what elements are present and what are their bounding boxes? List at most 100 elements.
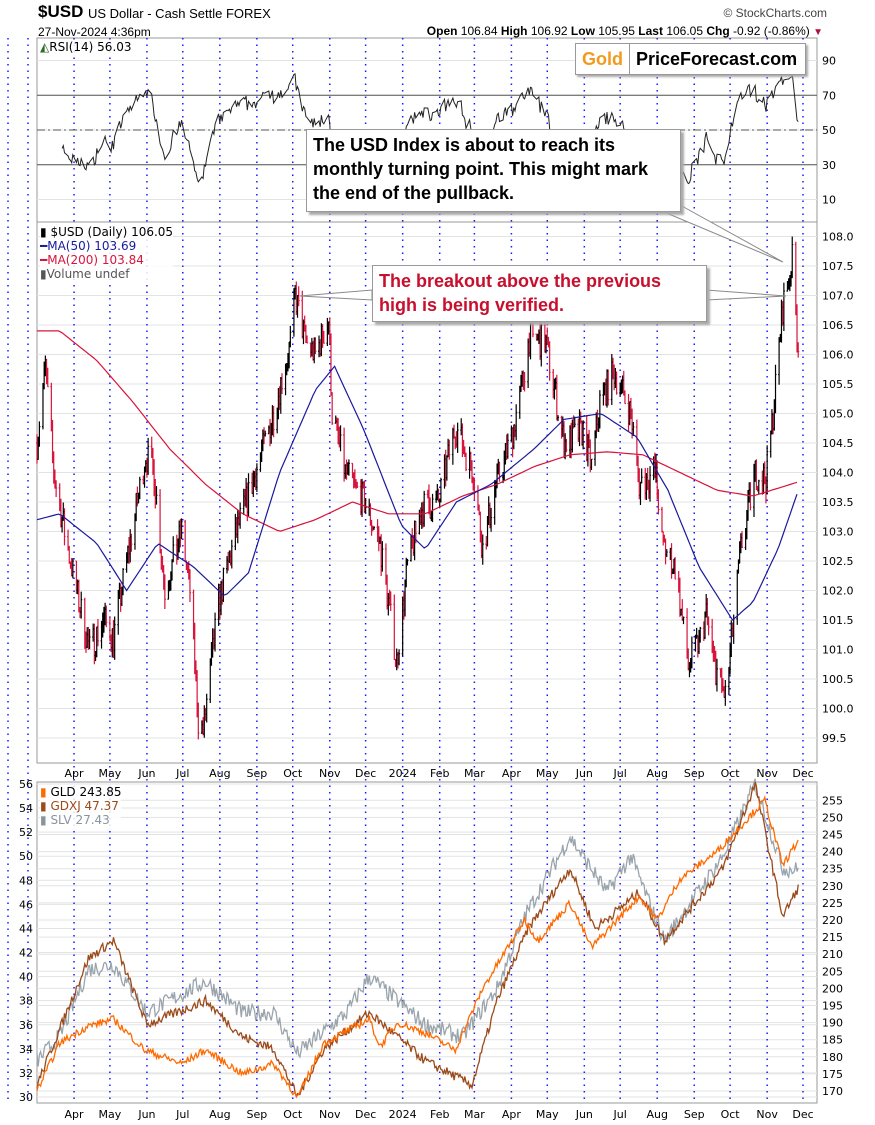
ma50-line-icon: ━ <box>40 239 48 253</box>
rsi-legend: ◭RSI(14) 56.03 <box>40 40 132 54</box>
metal-left-tick-label: 54 <box>19 802 33 815</box>
rsi-tick-label: 30 <box>822 159 836 172</box>
price-x-tick-label: Sep <box>684 767 705 780</box>
metal-left-tick-label: 34 <box>19 1043 33 1056</box>
price-tick-label: 100.5 <box>822 673 854 686</box>
metal-x-tick-label: Aug <box>209 1108 230 1121</box>
price-tick-label: 103.5 <box>822 496 854 509</box>
high-value: 106.92 <box>530 24 568 38</box>
metal-right-tick-label: 255 <box>822 794 843 807</box>
price-legend: ▮ $USD (Daily) 106.05 ━MA(50) 103.69 ━MA… <box>40 225 174 281</box>
low-label: Low <box>570 24 595 38</box>
metal-right-tick-label: 180 <box>822 1051 843 1064</box>
price-tick-label: 101.0 <box>822 644 854 657</box>
metal-x-tick-label: Apr <box>502 1108 522 1121</box>
price-tick-label: 105.5 <box>822 378 854 391</box>
metal-left-tick-label: 40 <box>19 971 33 984</box>
rsi-tick-label: 90 <box>822 55 836 68</box>
metal-left-tick-label: 36 <box>19 1019 33 1032</box>
price-tick-label: 107.5 <box>822 260 854 273</box>
volume-bars-icon: ▮ <box>40 267 47 281</box>
metal-x-tick-label: Jul <box>613 1108 627 1121</box>
callout-turning-point: The USD Index is about to reach its mont… <box>306 129 681 212</box>
metal-x-tick-label: Oct <box>283 1108 303 1121</box>
gld-legend: GLD 243.85 <box>50 785 122 799</box>
gld-line <box>36 795 799 1098</box>
chg-value: -0.92 (-0.86%) <box>733 24 810 38</box>
price-tick-label: 104.0 <box>822 467 854 480</box>
metals-legend: ▮ GLD 243.85 ▮ GDXJ 47.37 ▮ SLV 27.43 <box>40 785 122 827</box>
metal-right-tick-label: 235 <box>822 863 843 876</box>
metal-right-tick-label: 230 <box>822 880 843 893</box>
metal-left-tick-label: 44 <box>19 922 33 935</box>
metal-x-tick-label: Apr <box>65 1108 85 1121</box>
price-tick-label: 102.0 <box>822 585 854 598</box>
metal-x-tick-label: Sep <box>247 1108 268 1121</box>
rsi-tick-label: 50 <box>822 124 836 137</box>
metal-x-tick-label: Sep <box>684 1108 705 1121</box>
metal-x-tick-label: May <box>536 1108 559 1121</box>
timestamp: 27-Nov-2024 4:36pm <box>38 25 151 39</box>
metal-x-tick-label: Oct <box>721 1108 741 1121</box>
price-x-tick-label: Apr <box>65 767 85 780</box>
high-label: High <box>500 24 528 38</box>
down-arrow-icon: ▼ <box>813 27 823 38</box>
ma200-line <box>37 330 798 532</box>
metal-left-tick-label: 42 <box>19 947 33 960</box>
rsi-tick-label: 70 <box>822 89 836 102</box>
metal-left-tick-label: 56 <box>19 778 33 791</box>
ma50-legend: MA(50) 103.69 <box>47 239 137 253</box>
ma50-line <box>36 365 798 621</box>
price-tick-label: 102.5 <box>822 555 854 568</box>
price-x-tick-label: Oct <box>283 767 303 780</box>
price-x-tick-label: Jun <box>575 767 593 780</box>
price-tick-label: 106.5 <box>822 319 854 332</box>
price-x-tick-label: Jul <box>613 767 627 780</box>
logo: Gold PriceForecast.com <box>575 43 806 75</box>
slv-line <box>36 778 799 1067</box>
metal-x-tick-label: 2024 <box>389 1108 417 1121</box>
price-legend-main: $USD (Daily) 106.05 <box>50 225 174 239</box>
ma200-line-icon: ━ <box>40 253 48 267</box>
price-tick-label: 108.0 <box>822 231 854 244</box>
open-value: 106.84 <box>460 24 498 38</box>
low-value: 105.95 <box>598 24 635 38</box>
usd-up-bars <box>37 236 794 738</box>
metal-right-tick-label: 240 <box>822 846 843 859</box>
price-x-tick-label: Nov <box>319 767 341 780</box>
metal-left-tick-label: 48 <box>19 874 33 887</box>
instrument-name: US Dollar - Cash Settle FOREX <box>88 6 271 21</box>
price-tick-label: 100.0 <box>822 703 854 716</box>
metal-right-tick-label: 175 <box>822 1068 843 1081</box>
rsi-label: RSI(14) 56.03 <box>49 40 132 54</box>
metal-right-tick-label: 200 <box>822 982 843 995</box>
rsi-tick-label: 10 <box>822 194 836 207</box>
price-tick-label: 101.5 <box>822 614 854 627</box>
gdxj-legend: GDXJ 47.37 <box>50 799 119 813</box>
price-x-tick-label: Apr <box>502 767 522 780</box>
metal-x-tick-label: Jun <box>575 1108 593 1121</box>
price-tick-label: 104.5 <box>822 437 854 450</box>
metal-x-tick-label: Feb <box>430 1108 449 1121</box>
metal-left-tick-label: 46 <box>19 898 33 911</box>
panel-frame-price <box>36 221 818 764</box>
metal-x-tick-label: Nov <box>756 1108 778 1121</box>
metal-x-tick-label: Dec <box>792 1108 813 1121</box>
metal-left-tick-label: 38 <box>19 995 33 1008</box>
callout-breakout-pointer-right <box>705 289 787 301</box>
metal-right-tick-label: 210 <box>822 948 843 961</box>
gld-icon: ▮ <box>40 785 47 799</box>
price-x-tick-label: May <box>536 767 559 780</box>
metal-right-tick-label: 170 <box>822 1085 843 1098</box>
metal-left-tick-label: 32 <box>19 1067 33 1080</box>
metal-x-tick-label: Dec <box>355 1108 376 1121</box>
open-label: Open <box>426 24 458 38</box>
price-tick-label: 106.0 <box>822 349 854 362</box>
callout-breakout-pointer-left <box>299 289 373 301</box>
ma200-legend: MA(200) 103.84 <box>47 253 144 267</box>
metal-left-tick-label: 50 <box>19 850 33 863</box>
price-tick-label: 107.0 <box>822 290 854 303</box>
price-x-tick-label: 2024 <box>389 767 417 780</box>
price-tick-label: 103.0 <box>822 526 854 539</box>
quote-summary: Open 106.84 High 106.92 Low 105.95 Last … <box>427 24 823 38</box>
